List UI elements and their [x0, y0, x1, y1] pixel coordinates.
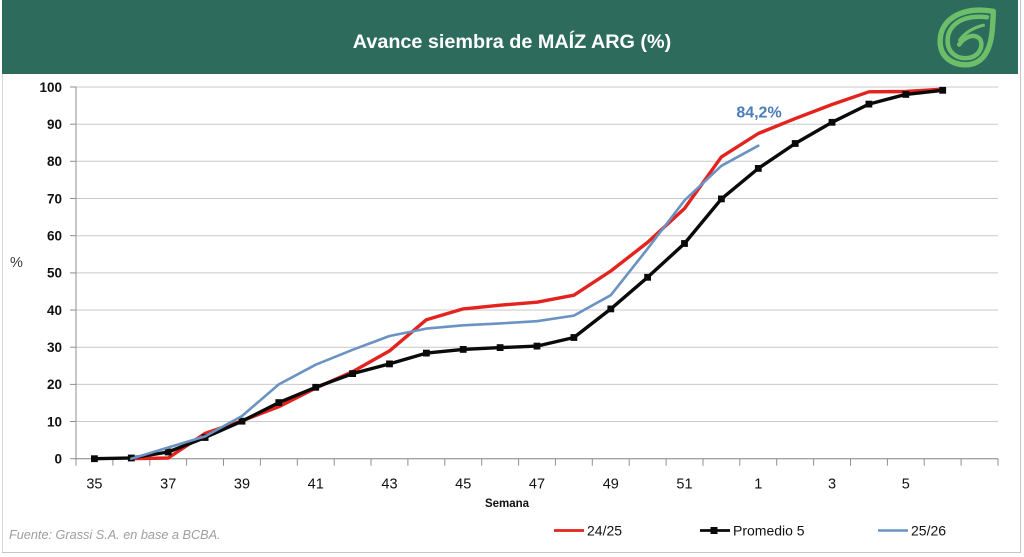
svg-text:45: 45 [455, 477, 471, 493]
svg-text:100: 100 [39, 80, 62, 95]
svg-text:35: 35 [86, 477, 102, 493]
svg-text:Fuente: Grassi S.A. en base a: Fuente: Grassi S.A. en base a BCBA. [9, 528, 221, 542]
svg-text:43: 43 [381, 477, 397, 493]
svg-text:60: 60 [47, 229, 62, 244]
svg-text:49: 49 [603, 477, 619, 493]
svg-text:47: 47 [529, 477, 545, 493]
svg-text:70: 70 [47, 191, 62, 206]
svg-text:20: 20 [47, 377, 62, 392]
svg-text:50: 50 [47, 266, 62, 281]
svg-text:51: 51 [676, 477, 692, 493]
svg-text:24/25: 24/25 [587, 523, 622, 539]
svg-text:Avance siembra de MAÍZ ARG (%): Avance siembra de MAÍZ ARG (%) [353, 30, 671, 53]
svg-text:3: 3 [828, 477, 836, 493]
svg-text:40: 40 [47, 303, 62, 318]
svg-text:5: 5 [902, 477, 910, 493]
svg-text:%: % [10, 255, 23, 271]
svg-text:1: 1 [754, 477, 762, 493]
svg-text:Semana: Semana [485, 498, 530, 510]
svg-text:41: 41 [308, 477, 324, 493]
svg-text:39: 39 [234, 477, 250, 493]
svg-text:25/26: 25/26 [911, 523, 946, 539]
svg-text:37: 37 [160, 477, 176, 493]
svg-text:84,2%: 84,2% [736, 105, 781, 122]
svg-text:80: 80 [47, 154, 62, 169]
svg-text:Promedio 5: Promedio 5 [733, 523, 805, 539]
svg-text:30: 30 [47, 340, 62, 355]
svg-text:90: 90 [47, 117, 62, 132]
svg-text:0: 0 [54, 452, 62, 467]
svg-text:10: 10 [47, 414, 62, 429]
